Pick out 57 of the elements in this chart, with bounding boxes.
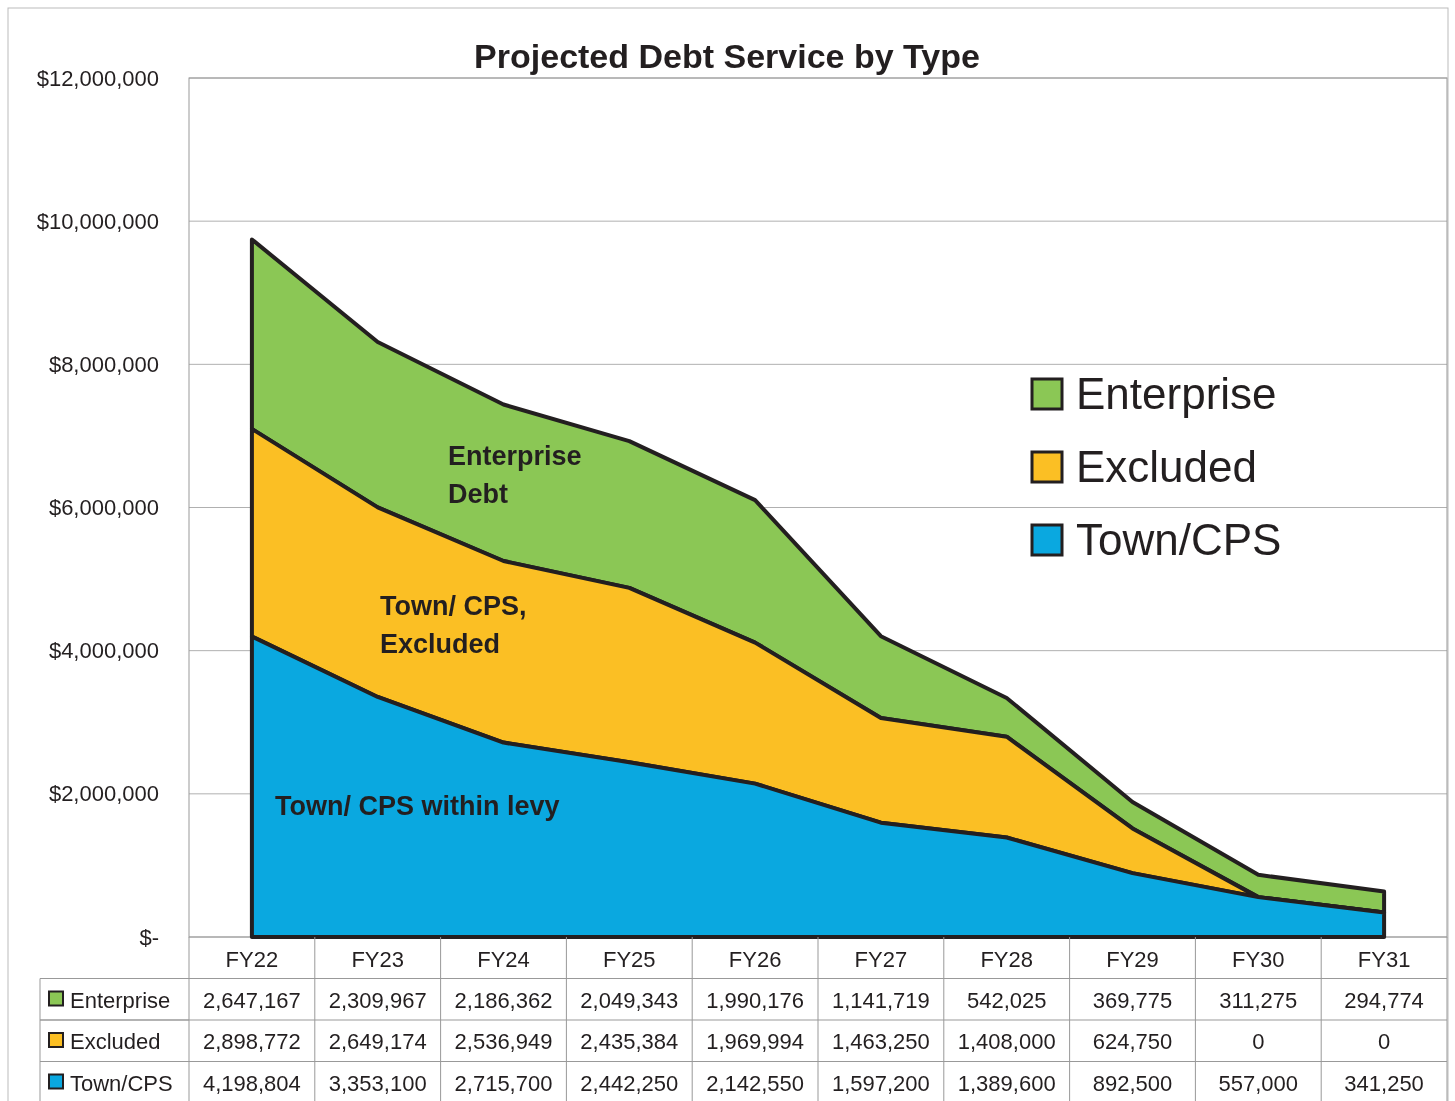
data-label: 369,775 (1092, 987, 1173, 1013)
y-tick-label: $2,000,000 (48, 781, 159, 807)
data-label: 1,990,176 (706, 987, 805, 1013)
data-label: 2,649,174 (328, 1029, 427, 1054)
data-label: 1,408,000 (957, 1029, 1056, 1054)
data-label: 1,463,250 (831, 1029, 930, 1054)
data-label: 2,536,949 (454, 1029, 553, 1054)
data-label: 2,142,550 (706, 1070, 805, 1096)
x-tick-label: FY22 (225, 947, 279, 972)
x-tick-label: FY25 (603, 947, 656, 972)
data-label: 311,275 (1219, 987, 1298, 1013)
data-label: 1,389,600 (957, 1070, 1056, 1096)
legend-label: Enterprise (1076, 369, 1277, 418)
data-label: 2,435,384 (580, 1029, 679, 1054)
data-label: 2,309,967 (328, 987, 427, 1013)
x-tick-label: FY26 (728, 947, 782, 972)
data-label: 557,000 (1218, 1070, 1299, 1096)
data-label: 1,597,200 (831, 1070, 930, 1096)
data-label: 2,715,700 (454, 1070, 553, 1096)
annotation: Town/ CPS within levy (275, 791, 560, 821)
y-tick-label: $- (139, 924, 159, 950)
data-label: 341,250 (1344, 1070, 1424, 1096)
legend-label: Excluded (1076, 442, 1258, 491)
data-label: 3,353,100 (328, 1070, 427, 1096)
data-label: 2,647,167 (202, 987, 301, 1013)
data-label: 0 (1377, 1029, 1391, 1054)
data-label: 1,141,719 (831, 987, 930, 1013)
data-label: 294,774 (1344, 987, 1424, 1013)
x-tick-label: FY24 (477, 947, 530, 972)
data-label: 4,198,804 (202, 1070, 301, 1096)
text: Excluded (70, 1029, 161, 1054)
x-tick-label: FY27 (854, 947, 908, 972)
annotation: Town/ CPS, Excluded (380, 591, 527, 659)
data-label: 1,969,994 (706, 1029, 805, 1054)
data-label: 2,186,362 (454, 987, 553, 1013)
data-label: 0 (1252, 1029, 1265, 1054)
annotation: Enterprise Debt (448, 441, 582, 509)
text: Town/CPS (70, 1070, 173, 1096)
data-label: 2,442,250 (580, 1070, 679, 1096)
x-tick-label: FY31 (1357, 947, 1411, 972)
data-label: 2,898,772 (202, 1029, 301, 1054)
x-tick-label: FY23 (351, 947, 404, 972)
x-tick-label: FY30 (1232, 947, 1285, 972)
y-tick-label: $12,000,000 (36, 65, 159, 91)
data-label: 892,500 (1092, 1070, 1173, 1096)
y-tick-label: $8,000,000 (48, 351, 159, 377)
chart-title: Projected Debt Service by Type (474, 37, 980, 75)
y-tick-label: $10,000,000 (36, 208, 159, 234)
data-label: 542,025 (966, 987, 1047, 1013)
legend-label: Town/CPS (1076, 515, 1282, 564)
data-label: 624,750 (1092, 1029, 1173, 1054)
x-tick-label: FY28 (980, 947, 1033, 972)
text: Enterprise (70, 987, 171, 1013)
data-label: 2,049,343 (580, 987, 679, 1013)
y-tick-label: $6,000,000 (48, 495, 159, 521)
y-tick-label: $4,000,000 (48, 638, 159, 664)
x-tick-label: FY29 (1106, 947, 1159, 972)
